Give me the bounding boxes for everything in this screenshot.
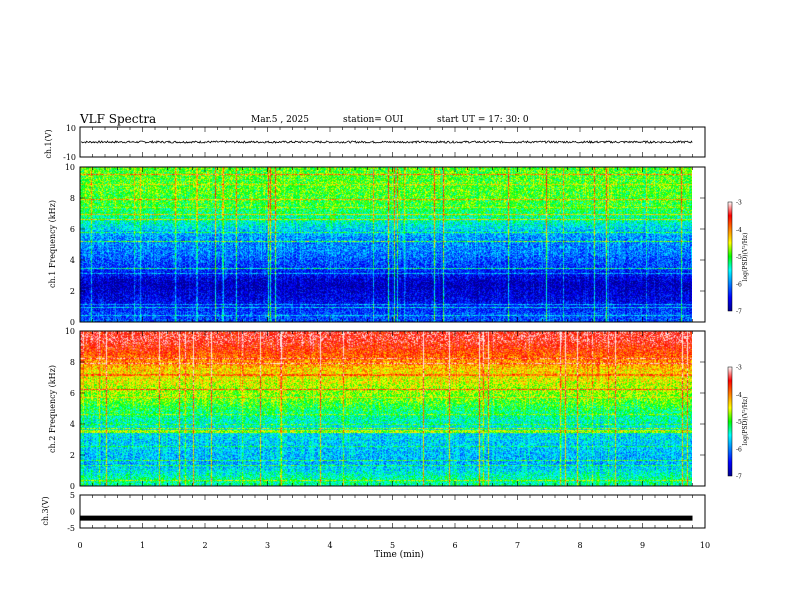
time-tick-label: 1 — [140, 541, 145, 550]
ch1-ylabel: ch.1(V) — [44, 129, 53, 158]
time-tick-label: 3 — [265, 541, 270, 550]
colorbar-tick-label: -4 — [736, 227, 742, 234]
freq-tick-label: 10 — [65, 163, 75, 172]
ch2-colorbar-scale — [727, 366, 733, 477]
colorbar-tick-label: -5 — [736, 419, 742, 426]
freq-tick-label: 10 — [65, 327, 75, 336]
time-tick-label: 0 — [77, 541, 82, 550]
time-tick-label: 2 — [202, 541, 207, 550]
ch3-ytick-label: 5 — [70, 491, 75, 500]
ch1-ytick-label: -10 — [63, 153, 76, 162]
colorbar-tick-label: -6 — [736, 446, 742, 453]
colorbar-tick-label: -4 — [736, 392, 742, 399]
time-tick-label: 8 — [577, 541, 582, 550]
ch3-ytick-label: 0 — [70, 508, 75, 517]
ch1-spectrogram-image — [80, 167, 692, 322]
time-tick-label: 4 — [327, 541, 332, 550]
freq-tick-label: 2 — [70, 451, 75, 460]
freq-tick-label: 8 — [70, 194, 75, 203]
figure-title: VLF Spectra — [80, 112, 157, 126]
ch2-spec-ylabel-text: ch.2 Frequency (kHz) — [48, 365, 57, 453]
ch1-ytick-label: 10 — [66, 124, 76, 133]
freq-tick-label: 6 — [70, 225, 75, 234]
ch1-colorbar-label: log(PSD)(V²/Hz) — [742, 233, 749, 282]
freq-tick-label: 6 — [70, 389, 75, 398]
time-tick-label: 7 — [515, 541, 520, 550]
x-axis-label: Time (min) — [374, 549, 424, 560]
colorbar-tick-label: -6 — [736, 281, 742, 288]
ch1-waveform-panel — [80, 140, 693, 144]
colorbar-tick-label: -3 — [736, 200, 742, 207]
colorbar-tick-label: -7 — [736, 309, 742, 316]
time-tick-label: 6 — [452, 541, 457, 550]
ch1-colorbar-scale — [727, 201, 733, 312]
start-time-label: start UT = 17: 30: 0 — [437, 115, 529, 125]
time-tick-label: 10 — [700, 541, 710, 550]
date-label: Mar.5 , 2025 — [251, 115, 309, 125]
freq-tick-label: 8 — [70, 358, 75, 367]
ch2-spectrogram-panel — [80, 331, 692, 486]
freq-tick-label: 4 — [70, 256, 75, 265]
ch2-spectrogram-image — [80, 331, 692, 486]
station-label: station= OUI — [343, 115, 404, 125]
colorbar-tick-label: -3 — [736, 365, 742, 372]
ch1-colorbar: -3 -4 -5 -6 -7 — [727, 200, 742, 316]
ch3-ylabel: ch.3(V) — [41, 496, 50, 525]
ch2-spec-ylabel: ch.2 Frequency (kHz) — [48, 365, 57, 453]
ch2-colorbar: -3 -4 -5 -6 -7 — [727, 365, 742, 481]
freq-tick-label: 4 — [70, 420, 75, 429]
ch1-spec-ylabel: ch.1 Frequency (kHz) — [48, 200, 57, 288]
ch1-waveform-trace — [80, 140, 693, 144]
freq-tick-label: 0 — [70, 318, 75, 327]
time-tick-label: 9 — [640, 541, 645, 550]
ch1-spec-ylabel-text: ch.1 Frequency (kHz) — [48, 200, 57, 288]
ch2-colorbar-label: log(PSD)(V²/Hz) — [742, 397, 749, 446]
time-tick-label: 5 — [390, 541, 395, 550]
colorbar-tick-label: -5 — [736, 254, 742, 261]
colorbar-tick-label: -7 — [736, 474, 742, 481]
ch1-spectrogram-panel — [80, 167, 692, 322]
panel-frames — [79, 126, 706, 529]
freq-tick-label: 2 — [70, 287, 75, 296]
ch3-ytick-label: -5 — [67, 524, 75, 533]
freq-tick-label: 0 — [70, 482, 75, 491]
